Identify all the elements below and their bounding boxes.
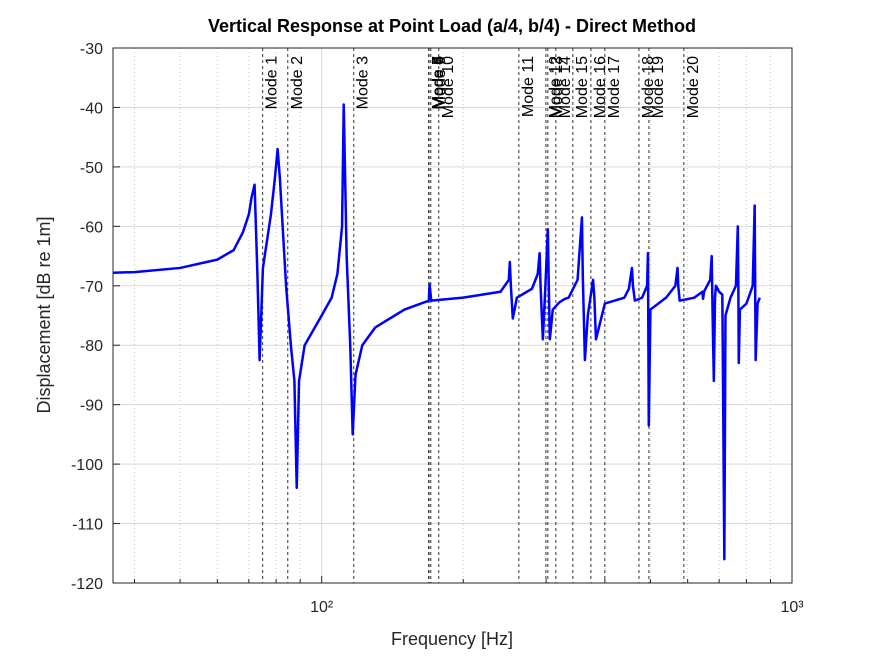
y-tick-label: -80 (80, 338, 103, 355)
mode-label: Mode 14 (557, 56, 574, 118)
mode-label: Mode 4 (430, 56, 447, 109)
y-tick-label: -60 (80, 219, 103, 236)
y-tick-label: -30 (80, 41, 103, 58)
mode-label: Mode 5 (430, 56, 447, 109)
mode-label: Mode 17 (606, 56, 623, 118)
y-tick-label: -40 (80, 100, 103, 117)
mode-label: Mode 19 (650, 56, 667, 118)
mode-label: Mode 8 (430, 56, 447, 109)
x-axis-label: Frequency [Hz] (391, 629, 513, 649)
mode-label: Mode 9 (432, 56, 449, 109)
mode-label: Mode 10 (440, 56, 457, 118)
y-tick-label: -90 (80, 398, 103, 415)
mode-label: Mode 7 (430, 56, 447, 109)
mode-label: Mode 18 (640, 56, 657, 118)
x-tick-label: 10² (310, 599, 334, 616)
axes-box (112, 47, 793, 584)
y-tick-label: -50 (80, 160, 103, 177)
mode-label: Mode 11 (520, 56, 537, 117)
y-tick-label: -70 (80, 279, 103, 296)
mode-label: Mode 2 (289, 56, 306, 109)
mode-label: Mode 12 (547, 56, 564, 118)
chart-title: Vertical Response at Point Load (a/4, b/… (208, 16, 696, 36)
response-line (112, 103, 761, 561)
x-tick-label: 10³ (780, 599, 804, 616)
y-axis-label: Displacement [dB re 1m] (34, 216, 54, 413)
mode-label: Mode 1 (264, 56, 281, 109)
mode-label: Mode 6 (430, 56, 447, 109)
mode-label: Mode 13 (549, 56, 566, 118)
mode-label: Mode 3 (355, 56, 372, 109)
y-tick-label: -120 (71, 576, 103, 593)
y-tick-label: -100 (71, 457, 103, 474)
y-tick-label: -110 (72, 517, 103, 534)
mode-label: Mode 20 (685, 56, 702, 118)
mode-label: Mode 15 (574, 56, 591, 118)
